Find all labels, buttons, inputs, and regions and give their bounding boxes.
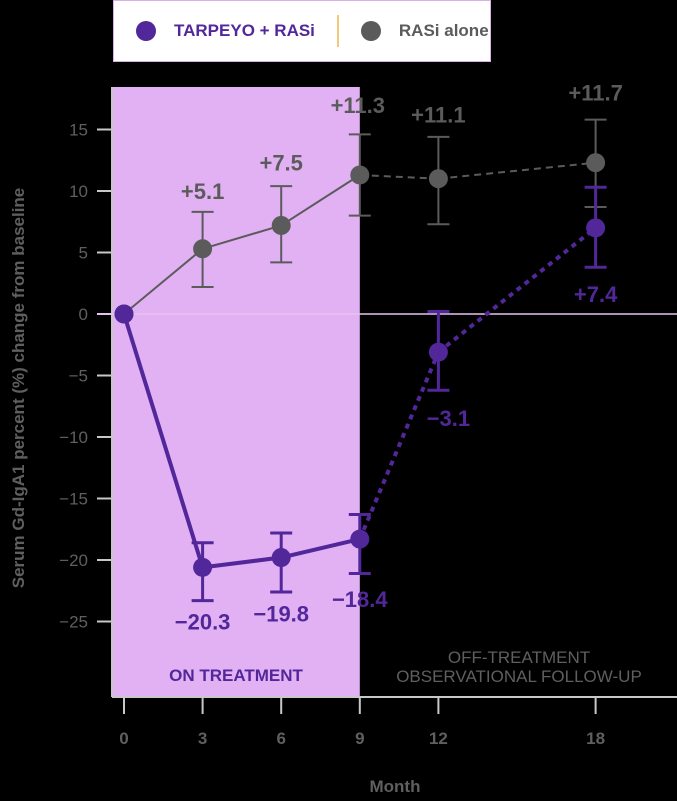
series-line-segment (280, 537, 361, 560)
x-tick-label: 12 (429, 729, 448, 748)
legend-label-tarpeyo: TARPEYO + RASi (174, 21, 315, 40)
x-tick-label: 3 (198, 729, 207, 748)
y-tick-label: 0 (79, 305, 88, 324)
data-point (350, 165, 370, 185)
data-label: +7.5 (259, 150, 302, 175)
legend-item-tarpeyo: TARPEYO + RASi (136, 21, 315, 41)
y-tick-label: −15 (59, 490, 88, 509)
off-treatment-label-1: OFF-TREATMENT (448, 648, 590, 667)
legend-item-rasi: RASi alone (360, 21, 489, 41)
series-line-segment (202, 224, 282, 250)
data-label: −3.1 (427, 406, 470, 431)
y-tick-label: −20 (59, 551, 88, 570)
data-point (428, 169, 448, 189)
purple-dot-icon (136, 21, 156, 41)
y-tick-label: −25 (59, 613, 88, 632)
on-treatment-label: ON TREATMENT (169, 666, 303, 685)
y-tick-label: 15 (69, 121, 88, 140)
y-tick-label: −5 (69, 367, 88, 386)
data-point (428, 342, 448, 362)
x-axis-title: Month (370, 777, 421, 796)
legend-separator (336, 15, 339, 47)
data-label: −19.8 (253, 602, 309, 627)
on-treatment-region (112, 87, 360, 697)
data-label: +5.1 (181, 179, 224, 204)
series-line-segment (122, 313, 205, 568)
legend: TARPEYO + RASi RASi alone (113, 0, 491, 62)
data-point (271, 215, 291, 235)
series-line-segment (357, 351, 441, 540)
x-tick-label: 9 (355, 729, 364, 748)
data-point (114, 304, 134, 324)
y-tick-label: 5 (79, 244, 88, 263)
x-tick-label: 6 (276, 729, 285, 748)
data-label: +11.7 (568, 81, 622, 106)
series-line-segment (123, 248, 204, 315)
series-line-segment (202, 555, 282, 570)
x-tick-label: 18 (586, 729, 605, 748)
data-point (586, 153, 606, 173)
y-tick-label: −10 (59, 428, 88, 447)
series-line-segment (438, 161, 596, 180)
series-line-segment (437, 226, 597, 354)
data-point (586, 218, 606, 238)
y-tick-label: 10 (69, 182, 88, 201)
y-axis-title: Serum Gd-IgA1 percent (%) change from ba… (9, 188, 28, 589)
gray-dot-icon (360, 21, 381, 41)
data-label: −18.4 (332, 587, 388, 612)
legend-label-rasi: RASi alone (398, 21, 489, 40)
data-point (193, 557, 213, 577)
data-label: −20.3 (175, 609, 231, 634)
data-label: +11.3 (331, 93, 385, 118)
data-point (271, 548, 291, 568)
data-point (193, 239, 213, 259)
data-label: +11.1 (411, 103, 465, 128)
x-tick-label: 0 (119, 729, 128, 748)
series-line-segment (359, 174, 439, 180)
series-line-segment (280, 174, 361, 227)
data-label: +7.4 (574, 282, 618, 307)
off-treatment-label-2: OBSERVATIONAL FOLLOW-UP (396, 667, 642, 686)
data-point (350, 529, 370, 549)
